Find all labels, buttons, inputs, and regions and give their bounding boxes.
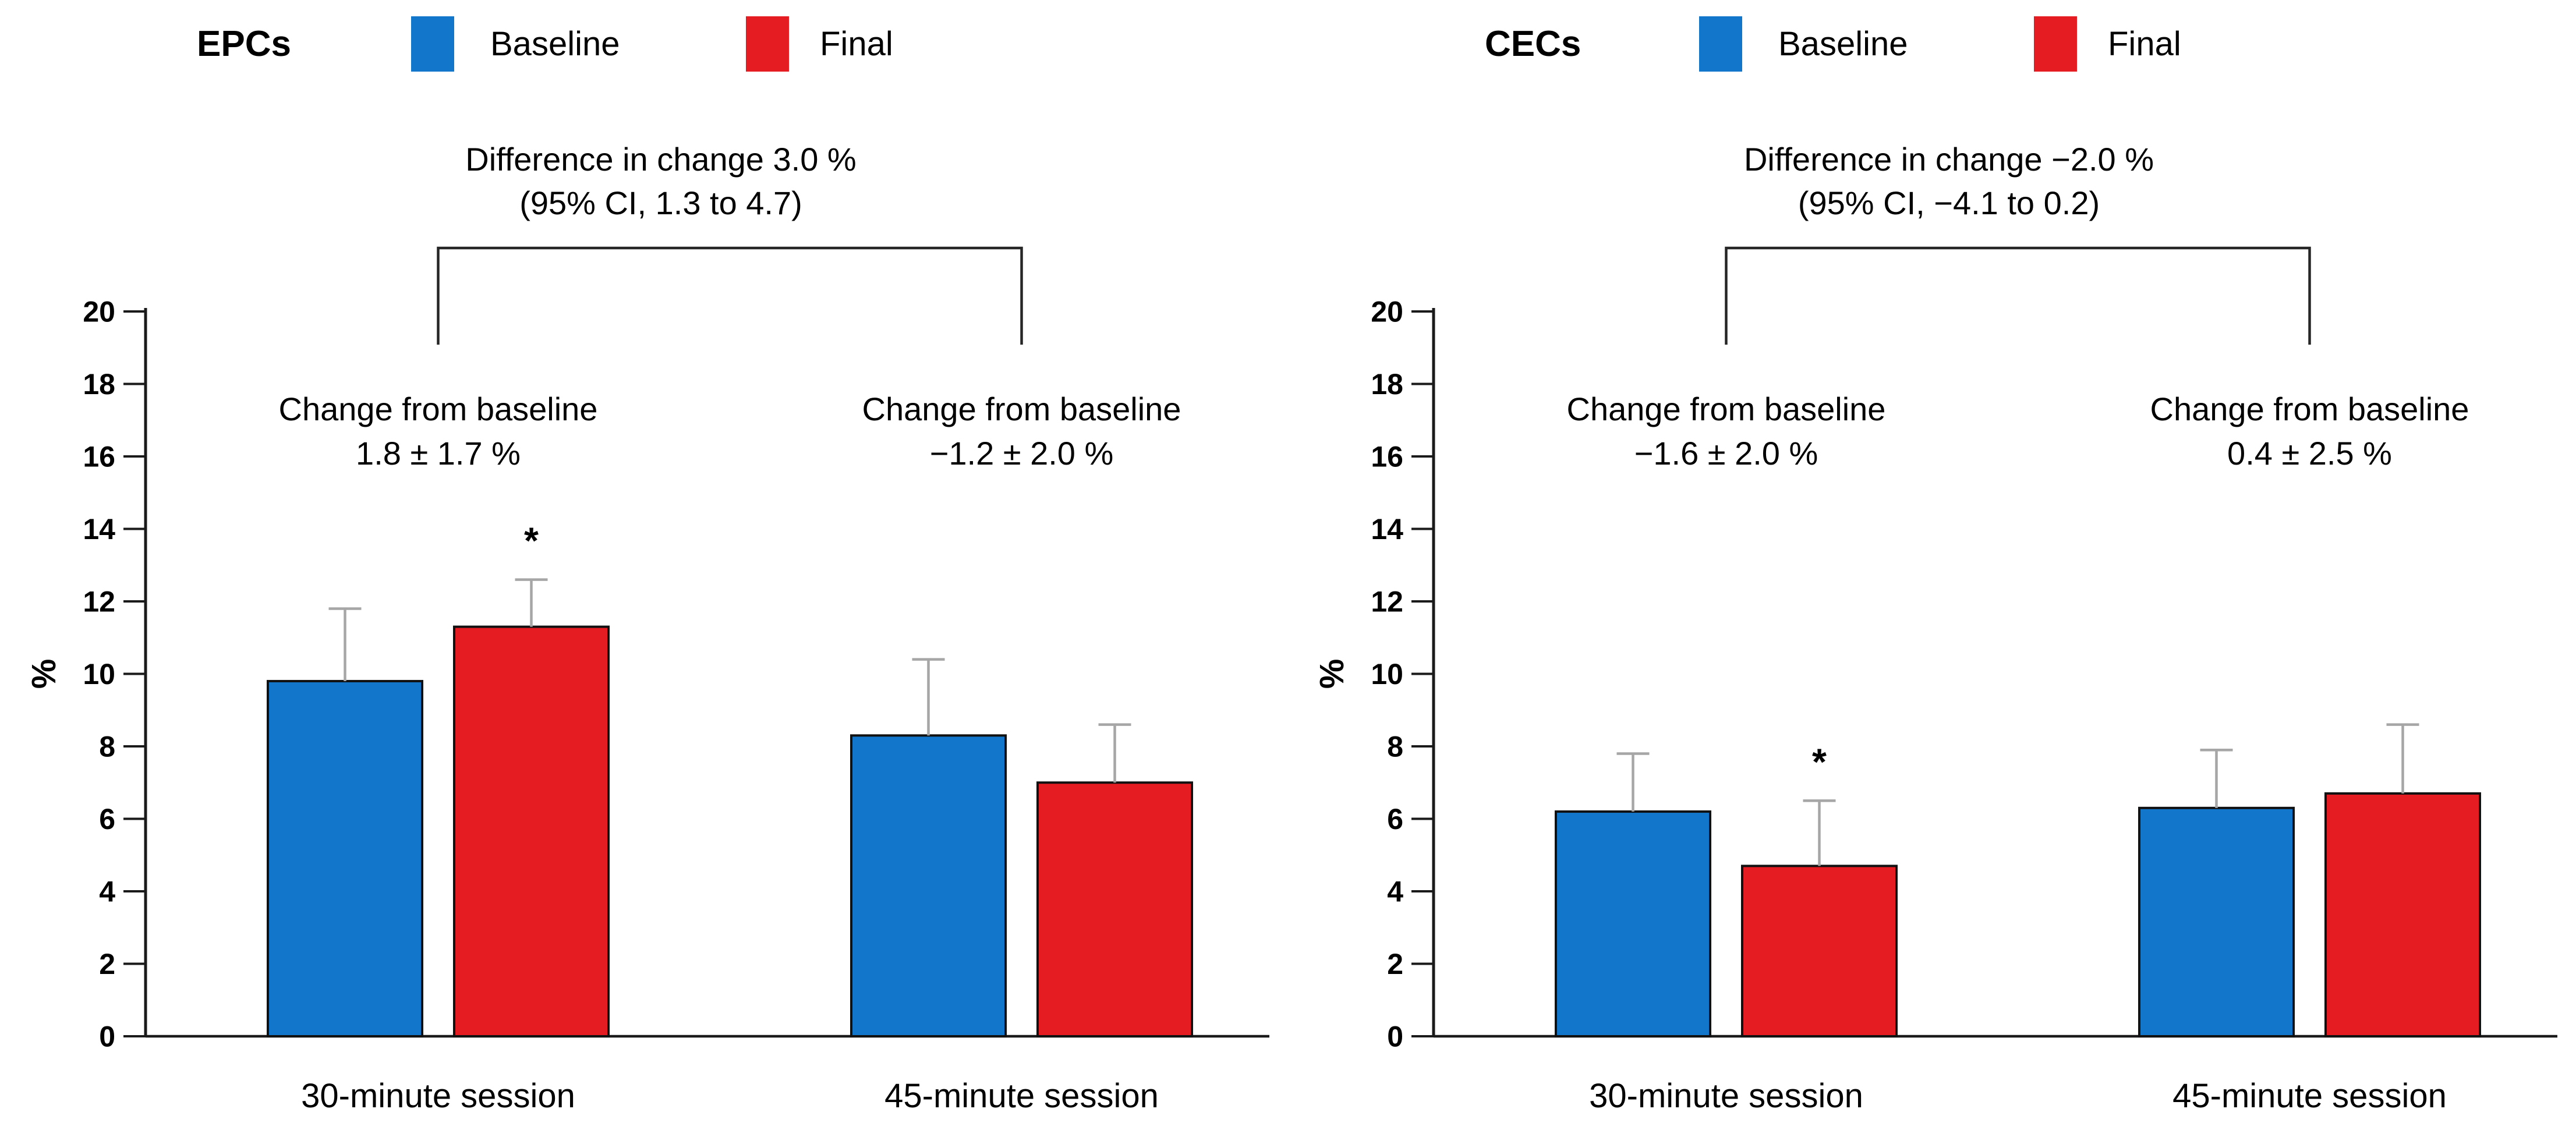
comparison-bracket bbox=[437, 246, 1023, 345]
difference-annotation-line2: (95% CI, 1.3 to 4.7) bbox=[519, 185, 802, 221]
y-axis-tick-label: 16 bbox=[1371, 441, 1403, 473]
legend-row: CECs Baseline Final bbox=[1288, 0, 2576, 87]
x-category-label: 45-minute session bbox=[2172, 1077, 2447, 1115]
final-legend-swatch bbox=[746, 16, 789, 72]
difference-annotation: Difference in change −2.0 % (95% CI, −4.… bbox=[1288, 137, 2576, 225]
y-axis-tick-label: 18 bbox=[83, 368, 115, 401]
legend-row: EPCs Baseline Final bbox=[0, 0, 1288, 87]
baseline-bar-45min bbox=[850, 734, 1007, 1037]
change-from-baseline-line2: −1.6 ± 2.0 % bbox=[1634, 435, 1818, 472]
y-axis-tick-label: 12 bbox=[1371, 586, 1403, 618]
y-axis-label: % bbox=[1313, 659, 1351, 689]
chart-panel-epcs: EPCs Baseline Final Difference in change… bbox=[0, 0, 1288, 1115]
final-legend-label: Final bbox=[820, 25, 893, 63]
significance-star: * bbox=[524, 520, 539, 562]
bar-chart-epcs: 0 2 4 6 8 10 12 14 16 18 20% 30-minute session Chang… bbox=[25, 246, 1269, 1115]
significance-star: * bbox=[1812, 741, 1827, 782]
y-axis-tick-label: 12 bbox=[83, 586, 115, 618]
y-axis-tick-label: 0 bbox=[99, 1021, 115, 1053]
y-axis-tick-label: 4 bbox=[99, 876, 115, 908]
y-axis-tick-label: 20 bbox=[1371, 296, 1403, 328]
y-axis-tick-label: 8 bbox=[1387, 731, 1403, 763]
final-bar-30min bbox=[453, 625, 610, 1037]
baseline-legend-label: Baseline bbox=[490, 25, 620, 63]
chart-panel-cecs: CECs Baseline Final Difference in change… bbox=[1288, 0, 2576, 1130]
baseline-legend-swatch bbox=[1699, 16, 1742, 72]
final-legend-swatch bbox=[2034, 16, 2077, 72]
final-bar-45min bbox=[2324, 792, 2481, 1038]
baseline-bar-30min bbox=[1555, 810, 1711, 1038]
panel-title: EPCs bbox=[197, 24, 291, 64]
change-from-baseline-line2: 0.4 ± 2.5 % bbox=[2227, 435, 2392, 472]
final-bar-45min bbox=[1036, 781, 1193, 1037]
baseline-bar-30min bbox=[267, 679, 423, 1037]
x-category-label: 45-minute session bbox=[884, 1077, 1159, 1115]
change-from-baseline-line1: Change from baseline bbox=[1567, 391, 1886, 427]
y-axis-tick-label: 20 bbox=[83, 296, 115, 328]
difference-annotation-line2: (95% CI, −4.1 to 0.2) bbox=[1797, 185, 2100, 221]
change-from-baseline-line1: Change from baseline bbox=[862, 391, 1181, 427]
change-from-baseline-line2: 1.8 ± 1.7 % bbox=[356, 435, 521, 472]
x-category-label: 30-minute session bbox=[1589, 1077, 1863, 1115]
x-category-label: 30-minute session bbox=[301, 1077, 575, 1115]
bar-chart-cecs: 0 2 4 6 8 10 12 14 16 18 20% 30-minute session Chang… bbox=[1313, 246, 2557, 1115]
y-axis-tick-label: 8 bbox=[99, 731, 115, 763]
baseline-bar-45min bbox=[2138, 806, 2295, 1037]
change-from-baseline-line2: −1.2 ± 2.0 % bbox=[930, 435, 1114, 472]
y-axis-tick-label: 4 bbox=[1387, 876, 1403, 908]
difference-annotation-line1: Difference in change −2.0 % bbox=[1743, 141, 2154, 178]
difference-annotation-line1: Difference in change 3.0 % bbox=[465, 141, 857, 178]
baseline-legend-label: Baseline bbox=[1778, 25, 1908, 63]
y-axis-tick-label: 6 bbox=[1387, 803, 1403, 835]
difference-annotation: Difference in change 3.0 % (95% CI, 1.3 … bbox=[0, 137, 1322, 225]
y-axis-tick-label: 6 bbox=[99, 803, 115, 835]
y-axis-label: % bbox=[25, 659, 63, 689]
change-from-baseline-line1: Change from baseline bbox=[2150, 391, 2469, 427]
y-axis-tick-label: 10 bbox=[1371, 658, 1403, 690]
final-bar-30min bbox=[1741, 865, 1898, 1038]
final-legend-label: Final bbox=[2108, 25, 2181, 63]
y-axis-tick-label: 16 bbox=[83, 441, 115, 473]
y-axis-tick-label: 0 bbox=[1387, 1021, 1403, 1053]
panel-title: CECs bbox=[1485, 24, 1581, 64]
y-axis-tick-label: 2 bbox=[1387, 948, 1403, 980]
y-axis-tick-label: 14 bbox=[1371, 513, 1403, 545]
y-axis-tick-label: 10 bbox=[83, 658, 115, 690]
comparison-bracket bbox=[1725, 246, 2311, 345]
y-axis-tick-label: 14 bbox=[83, 513, 115, 545]
change-from-baseline-line1: Change from baseline bbox=[279, 391, 598, 427]
y-axis-tick-label: 2 bbox=[99, 948, 115, 980]
y-axis-tick-label: 18 bbox=[1371, 368, 1403, 401]
baseline-legend-swatch bbox=[411, 16, 454, 72]
